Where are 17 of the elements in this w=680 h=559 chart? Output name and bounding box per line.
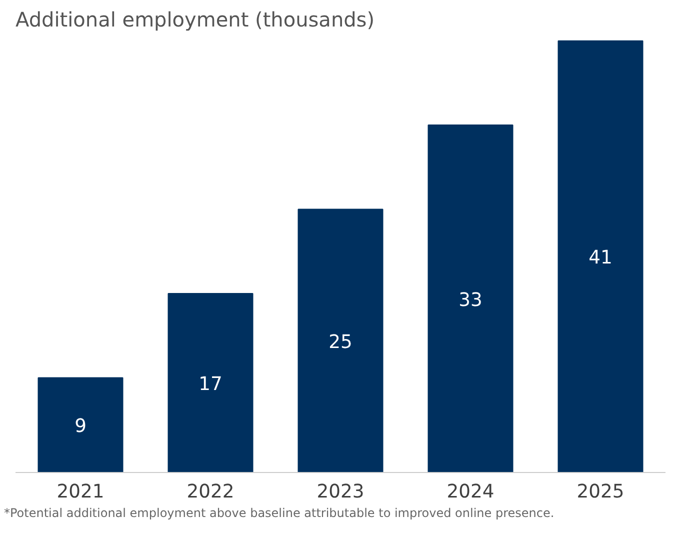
- data-label: 41: [588, 248, 612, 269]
- x-tick-label: 2021: [56, 482, 104, 502]
- bar: [298, 208, 384, 472]
- x-tick-label: 2023: [316, 482, 364, 502]
- chart-title: Additional employment (thousands): [16, 8, 375, 32]
- data-label: 33: [458, 290, 482, 311]
- bar: [168, 293, 254, 472]
- data-label: 17: [198, 374, 222, 396]
- text: *Potential additional employment above baseline attributable to improved online presence.: [4, 505, 554, 522]
- bar: [428, 124, 514, 472]
- x-tick-label: 2025: [576, 482, 624, 502]
- bar: [558, 40, 644, 472]
- x-tick-label: 2022: [186, 482, 234, 502]
- bar: [38, 377, 124, 472]
- x-tick-label: 2024: [446, 482, 494, 502]
- data-label: 9: [74, 416, 86, 438]
- data-label: 25: [328, 332, 352, 353]
